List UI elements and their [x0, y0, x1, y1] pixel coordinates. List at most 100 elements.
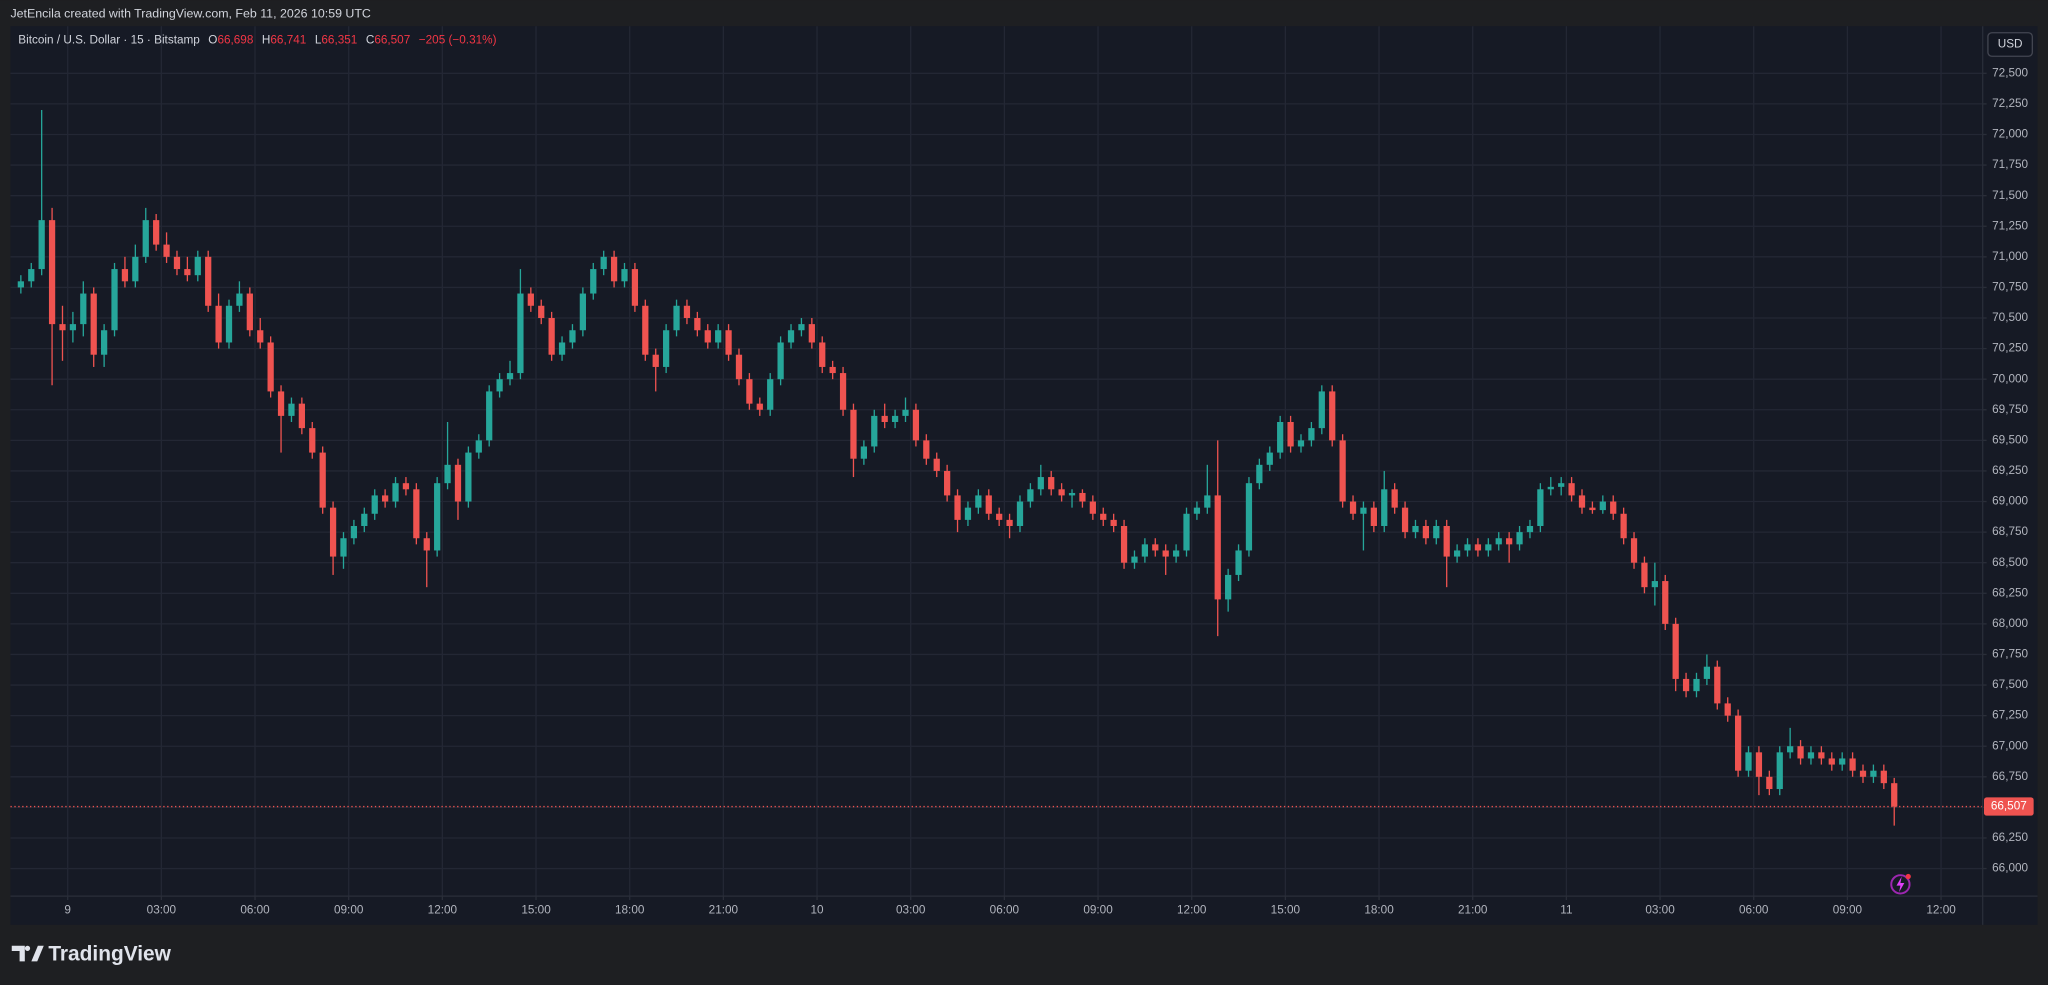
candle-body [1662, 581, 1669, 624]
candle-body [382, 495, 389, 502]
candle-body [777, 342, 784, 380]
x-tick-label: 09:00 [334, 904, 364, 917]
candle-body [1443, 525, 1450, 557]
candle-body [798, 324, 805, 331]
candle-body [1204, 495, 1211, 508]
candle-body [153, 220, 160, 245]
candle-body [1682, 678, 1690, 692]
candle-body [964, 507, 972, 520]
candle-body [933, 458, 940, 471]
candle-body [1120, 525, 1128, 563]
candle-body [1391, 489, 1398, 508]
candle-body [1412, 525, 1419, 533]
candle-body [621, 269, 628, 282]
y-tick-label: 70,500 [1992, 311, 2028, 324]
candle-body [1277, 422, 1284, 453]
x-tick-label: 10 [811, 904, 825, 917]
candles [10, 110, 1983, 826]
x-tick-label: 06:00 [990, 904, 1020, 917]
last-price-tag [1984, 797, 2034, 816]
candle-body [267, 342, 274, 392]
candle-body [1318, 391, 1325, 429]
currency-button[interactable] [1987, 32, 2033, 57]
candle-body [184, 269, 191, 276]
candle-body [1401, 507, 1409, 533]
candle-body [38, 220, 45, 270]
candle-body [496, 379, 503, 392]
y-tick-label: 71,250 [1992, 219, 2028, 232]
y-tick-label: 67,250 [1992, 709, 2028, 722]
candle-body [1693, 678, 1700, 692]
candle-body [1891, 783, 1898, 807]
candle-body [1474, 544, 1482, 551]
candle-body [80, 293, 87, 325]
candle-body [1172, 550, 1180, 557]
y-tick-label: 72,250 [1992, 97, 2028, 110]
candle-body [329, 507, 337, 557]
candle-body [683, 305, 691, 319]
candle-body [1818, 752, 1825, 759]
candle-body [298, 403, 305, 429]
y-tick-label: 72,000 [1992, 128, 2028, 141]
candle-body [1349, 501, 1357, 514]
currency: USD [1998, 38, 2023, 51]
alert-icon[interactable] [1890, 873, 1911, 895]
y-tick-label: 66,750 [1992, 770, 2028, 783]
candle-body [652, 354, 659, 367]
candle-body [590, 269, 597, 294]
candle-body [402, 483, 410, 490]
logo-mark [11, 945, 44, 962]
candle-body [527, 293, 534, 306]
candle-body [1745, 752, 1752, 771]
candle-body [48, 220, 56, 325]
candle-body [548, 318, 555, 355]
candle-body [1516, 532, 1523, 545]
candle-body [1110, 519, 1117, 526]
candle-body [361, 513, 368, 526]
y-tick-label: 69,000 [1992, 495, 2028, 508]
candle-body [1641, 562, 1648, 588]
candle-body [1547, 486, 1554, 490]
footer-logo[interactable]: TradingView [11, 942, 172, 965]
y-tick-label: 67,750 [1992, 648, 2028, 661]
x-tick-label: 21:00 [709, 904, 739, 917]
candle-body [881, 415, 888, 423]
candle-body [257, 330, 264, 343]
candle-body [1589, 507, 1596, 511]
candle-body [1068, 492, 1076, 496]
x-tick-label: 09:00 [1833, 904, 1863, 917]
candle-body [1089, 501, 1096, 514]
candle-body [319, 452, 326, 508]
candle-body [1339, 440, 1346, 502]
x-tick-label: 18:00 [615, 904, 645, 917]
candle-body [1526, 525, 1534, 533]
candle-body [610, 256, 618, 282]
ohlc-label: C [366, 34, 375, 47]
candle-body [100, 330, 108, 355]
candle-body [715, 330, 722, 343]
x-tick-label: 03:00 [147, 904, 177, 917]
candle-body [309, 428, 316, 453]
y-tick-label: 68,000 [1992, 617, 2028, 630]
candle-body [1599, 501, 1606, 511]
candle-body [371, 495, 378, 514]
candle-body [756, 403, 763, 410]
x-tick-label: 12:00 [1926, 904, 1956, 917]
candle-body [1506, 538, 1513, 545]
candle-body [996, 513, 1003, 520]
x-tick-label: 12:00 [428, 904, 458, 917]
y-tick-label: 67,500 [1992, 678, 2028, 691]
candle-body [475, 440, 482, 453]
candle-body [1235, 550, 1242, 575]
candle-body [1714, 666, 1721, 704]
ohlc-value: 66,507 [374, 34, 410, 47]
candle-body [1058, 489, 1065, 496]
y-tick-label: 71,500 [1992, 189, 2028, 202]
grid [10, 26, 1983, 897]
ohlc-value: 66,351 [321, 34, 357, 47]
candle-body [1703, 666, 1711, 679]
candle-body [1016, 501, 1024, 526]
candle-body [486, 391, 493, 441]
icon-bolt [1896, 876, 1905, 893]
x-tick-label: 15:00 [521, 904, 551, 917]
